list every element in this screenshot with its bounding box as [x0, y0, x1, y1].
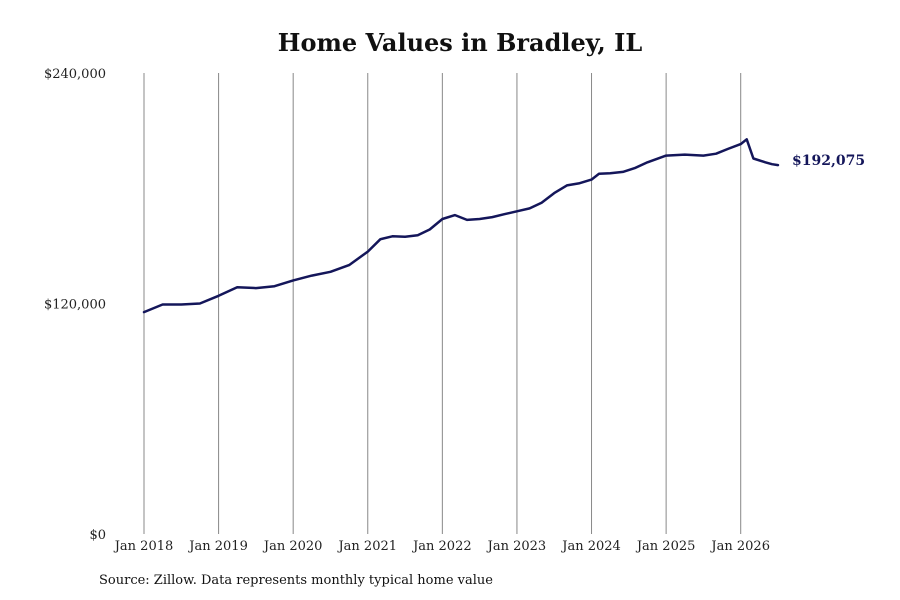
x-tick-label-8: Jan 2026 — [709, 539, 770, 554]
x-tick-label-5: Jan 2023 — [486, 539, 547, 554]
x-grid — [143, 73, 742, 534]
y-axis-ticks: $0 $120,000 $240,000 — [44, 67, 106, 543]
x-tick-label-7: Jan 2025 — [635, 539, 696, 554]
source-note: Source: Zillow. Data represents monthly … — [99, 573, 493, 588]
y-tick-label-1: $120,000 — [44, 298, 106, 313]
x-tick-label-0: Jan 2018 — [113, 539, 174, 554]
series-group — [142, 138, 780, 314]
x-tick-label-2: Jan 2020 — [262, 539, 323, 554]
x-axis-ticks: Jan 2018 Jan 2019 Jan 2020 Jan 2021 Jan 2022… — [113, 539, 770, 554]
x-tick-label-4: Jan 2022 — [411, 539, 472, 554]
end-value-label: $192,075 — [792, 153, 865, 169]
x-tick-label-1: Jan 2019 — [187, 539, 248, 554]
y-tick-label-2: $240,000 — [44, 67, 106, 82]
series-line-0 — [142, 138, 780, 314]
chart-title: Home Values in Bradley, IL — [278, 28, 643, 57]
y-tick-label-0: $0 — [89, 528, 106, 543]
x-tick-label-6: Jan 2024 — [560, 539, 621, 554]
x-tick-label-3: Jan 2021 — [336, 539, 397, 554]
